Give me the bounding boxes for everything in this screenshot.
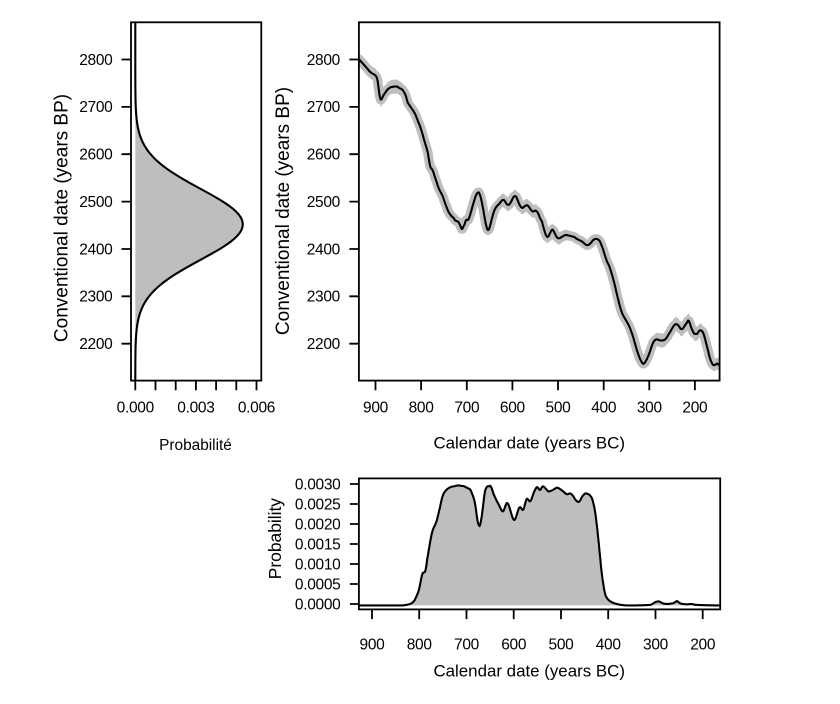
- svg-text:2600: 2600: [79, 147, 113, 164]
- svg-text:400: 400: [591, 399, 617, 416]
- svg-text:200: 200: [682, 399, 708, 416]
- svg-text:0.0020: 0.0020: [295, 516, 341, 533]
- svg-text:800: 800: [407, 637, 433, 654]
- svg-text:700: 700: [454, 637, 480, 654]
- svg-text:0.0010: 0.0010: [295, 556, 341, 573]
- svg-text:2500: 2500: [307, 194, 341, 211]
- svg-text:0.000: 0.000: [117, 399, 155, 416]
- svg-text:600: 600: [500, 399, 526, 416]
- svg-text:700: 700: [454, 399, 480, 416]
- svg-text:2700: 2700: [307, 99, 341, 116]
- svg-text:Probability: Probability: [265, 498, 285, 580]
- svg-text:300: 300: [643, 637, 669, 654]
- svg-text:2200: 2200: [79, 336, 113, 353]
- svg-text:0.0005: 0.0005: [295, 576, 341, 593]
- svg-text:0.006: 0.006: [238, 399, 275, 416]
- svg-text:900: 900: [360, 637, 386, 654]
- svg-text:0.0000: 0.0000: [295, 596, 341, 613]
- svg-text:Conventional date (years BP): Conventional date (years BP): [52, 94, 73, 342]
- svg-text:0.0025: 0.0025: [295, 496, 341, 513]
- svg-text:500: 500: [546, 399, 572, 416]
- svg-text:2500: 2500: [79, 194, 113, 211]
- svg-text:0.0015: 0.0015: [295, 536, 341, 553]
- svg-text:Probabilité: Probabilité: [159, 437, 232, 454]
- svg-text:300: 300: [637, 399, 663, 416]
- svg-text:900: 900: [363, 399, 389, 416]
- svg-text:Calendar date (years BC): Calendar date (years BC): [433, 662, 625, 681]
- svg-text:0.003: 0.003: [177, 399, 214, 416]
- svg-text:2700: 2700: [79, 99, 113, 116]
- svg-text:0.0030: 0.0030: [295, 476, 341, 493]
- svg-text:2800: 2800: [307, 52, 341, 69]
- svg-text:400: 400: [596, 637, 622, 654]
- svg-text:Calendar date (years BC): Calendar date (years BC): [433, 434, 625, 453]
- svg-text:800: 800: [409, 399, 435, 416]
- svg-text:600: 600: [501, 637, 527, 654]
- svg-text:2300: 2300: [79, 289, 113, 306]
- svg-text:Conventional date (years BP): Conventional date (years BP): [273, 87, 294, 335]
- svg-text:2400: 2400: [79, 241, 113, 258]
- svg-text:2400: 2400: [307, 241, 341, 258]
- svg-text:2200: 2200: [307, 336, 341, 353]
- svg-text:2600: 2600: [307, 147, 341, 164]
- svg-text:200: 200: [690, 637, 716, 654]
- svg-text:2300: 2300: [307, 289, 341, 306]
- svg-text:500: 500: [549, 637, 575, 654]
- svg-text:2800: 2800: [79, 52, 113, 69]
